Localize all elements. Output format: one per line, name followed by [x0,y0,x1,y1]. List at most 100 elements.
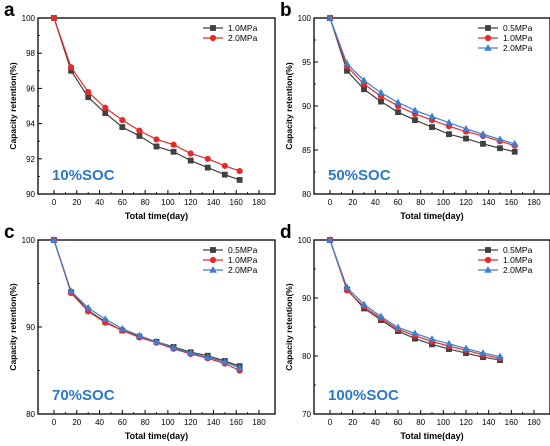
y-tick-label: 80 [302,190,311,199]
soc-annotation: 50%SOC [328,167,391,184]
series-line [329,17,515,145]
x-tick-label: 40 [371,198,380,207]
soc-annotation: 10%SOC [52,167,115,184]
legend-label: 2.0MPa [228,265,258,275]
x-tick-label: 0 [52,418,57,427]
legend-label: 2.0MPa [503,265,533,275]
data-point [462,344,470,352]
legend-marker [485,247,491,253]
data-point [479,130,487,137]
legend-marker [209,265,217,273]
x-tick-label: 40 [95,198,104,207]
x-tick-label: 120 [459,418,473,427]
x-tick-label: 180 [252,418,266,427]
x-tick-label: 20 [348,198,357,207]
x-tick-label: 140 [482,418,496,427]
data-point [204,155,211,162]
y-tick-label: 100 [298,236,312,245]
legend-marker [210,25,216,31]
data-point [497,145,503,152]
data-point [236,168,243,175]
data-point [136,133,143,139]
legend-label: 0.5MPa [503,23,533,33]
legend-label: 1.0MPa [228,255,258,265]
data-point [221,357,229,365]
data-point [85,88,92,96]
data-point [204,164,211,171]
x-tick-label: 20 [72,198,81,207]
legend-marker [485,25,491,31]
x-axis-title: Total time(day) [400,431,463,441]
series-2.0MPa [50,14,243,175]
data-point [411,106,419,114]
panel-letter: b [280,0,292,21]
series-2.0MPa [50,235,244,371]
chart-panel-b: 0 20 40 60 80 100 120 140 160 180 80 85 90 95 100 Total… [280,0,550,221]
legend-marker [210,247,216,253]
data-point [187,150,194,157]
series-line [329,239,501,361]
y-tick-label: 100 [22,14,36,23]
data-point [136,127,143,134]
data-point [480,140,486,147]
y-tick-label: 85 [302,146,311,155]
x-tick-label: 80 [416,418,425,427]
y-axis-title: Capacity retention(%) [284,62,294,150]
data-point [85,94,92,101]
data-point [119,116,126,124]
chart-panel-a: 0 20 40 60 80 100 120 140 160 180 90 92 94 96 98 100 Tot… [4,0,276,221]
data-point [152,337,161,345]
y-tick-label: 90 [302,102,311,111]
data-point [50,14,58,22]
data-point [235,363,244,371]
legend-marker [484,34,492,42]
x-tick-label: 140 [482,198,496,207]
x-tick-label: 60 [394,418,403,427]
data-point [343,59,351,67]
x-tick-label: 160 [505,198,519,207]
x-tick-label: 140 [207,198,221,207]
data-point [67,287,75,295]
data-point [394,98,402,106]
x-tick-label: 0 [52,198,57,207]
panel-letter: d [280,222,292,243]
data-point [445,339,453,347]
data-point [343,283,351,291]
y-tick-label: 98 [26,49,35,58]
soc-annotation: 70%SOC [52,387,115,404]
y-tick-label: 90 [26,323,35,332]
x-tick-label: 0 [328,198,333,207]
legend-label: 0.5MPa [503,245,533,255]
series-line [53,17,240,181]
series-2.0MPa [326,235,504,360]
data-point [102,104,109,111]
data-point [496,352,504,360]
y-tick-label: 96 [26,84,35,93]
data-point [445,118,453,126]
x-tick-label: 100 [437,418,451,427]
data-point [221,171,228,178]
series-0.5MPa [327,237,503,363]
series-0.5MPa [327,15,518,155]
x-tick-label: 180 [252,198,266,207]
data-point [67,64,75,71]
y-tick-label: 80 [302,352,311,361]
y-tick-label: 92 [26,155,35,164]
x-tick-label: 0 [328,418,333,427]
data-point [511,139,519,147]
x-tick-label: 80 [416,198,425,207]
x-tick-label: 80 [141,198,150,207]
data-point [463,135,469,142]
data-point [170,148,177,155]
data-point [204,353,212,361]
x-tick-label: 120 [184,198,198,207]
x-tick-label: 120 [184,418,198,427]
chart-panel-c: 0 20 40 60 80 100 120 140 160 180 80 90 100 Total tim… [4,222,276,441]
data-point [479,349,487,356]
y-axis-title: Capacity retention(%) [284,283,294,371]
y-tick-label: 94 [26,120,35,129]
data-point [153,143,160,150]
